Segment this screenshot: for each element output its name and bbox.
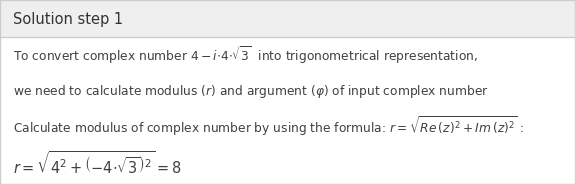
Text: we need to calculate modulus $( r )$ and argument $( \varphi )$ of input complex: we need to calculate modulus $( r )$ and…	[13, 84, 489, 100]
Text: Calculate modulus of complex number by using the formula: $r = \sqrt{\mathit{Re}: Calculate modulus of complex number by u…	[13, 114, 524, 138]
FancyBboxPatch shape	[0, 0, 575, 37]
Text: $r = \sqrt{4^2 + \left(-4{\cdot}\sqrt{3}\right)^2} = 8$: $r = \sqrt{4^2 + \left(-4{\cdot}\sqrt{3}…	[13, 151, 182, 178]
Text: To convert complex number $4 - i{\cdot}4{\cdot}\sqrt{3}$  into trigonometrical r: To convert complex number $4 - i{\cdot}4…	[13, 44, 478, 66]
Text: Solution step 1: Solution step 1	[13, 12, 123, 27]
